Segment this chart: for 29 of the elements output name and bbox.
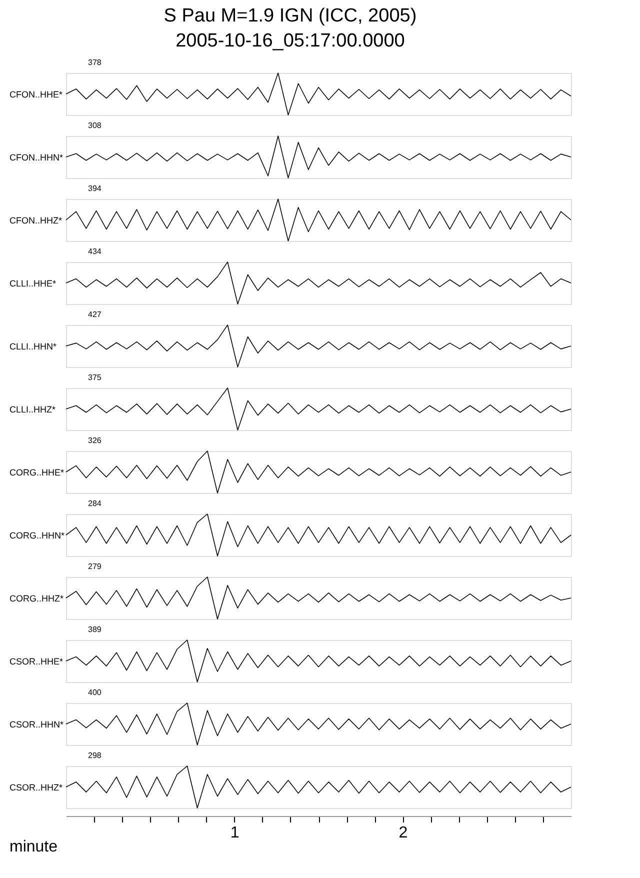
y-axis-title: CORG..HHN*	[10, 530, 65, 540]
y-axis-title: CFON..HHZ*	[10, 216, 62, 226]
text: 308	[88, 121, 102, 130]
text: 434	[88, 247, 102, 256]
y-axis-title: CFON..HHN*	[10, 152, 64, 162]
x-tick-label: 1	[230, 824, 240, 842]
text: 284	[88, 499, 102, 508]
x-axis-title: minute	[10, 838, 58, 856]
y-axis-title: CLLI..HHE*	[10, 278, 57, 288]
text: 389	[88, 625, 102, 634]
text: 326	[88, 436, 102, 445]
y-axis-title: CORG..HHE*	[10, 468, 65, 478]
text: 427	[88, 310, 102, 319]
text: 400	[88, 688, 102, 697]
text: 298	[88, 751, 102, 760]
y-axis-title: CLLI..HHN*	[10, 342, 58, 352]
y-axis-title: CSOR..HHE*	[10, 656, 64, 666]
y-axis-title: CLLI..HHZ*	[10, 404, 56, 414]
y-axis-title: CFON..HHE*	[10, 90, 63, 100]
text: 279	[88, 562, 102, 571]
text: 378	[88, 58, 102, 67]
y-axis-title: CSOR..HHZ*	[10, 782, 63, 792]
text: 375	[88, 373, 102, 382]
chart-subtitle: 2005-10-16_05:17:00.0000	[176, 30, 405, 52]
text: 394	[88, 184, 102, 193]
y-axis-title: CSOR..HHN*	[10, 720, 64, 730]
chart-title: S Pau M=1.9 IGN (ICC, 2005)	[164, 6, 417, 26]
y-axis-title: CORG..HHZ*	[10, 594, 64, 604]
x-tick-label: 2	[398, 824, 408, 842]
